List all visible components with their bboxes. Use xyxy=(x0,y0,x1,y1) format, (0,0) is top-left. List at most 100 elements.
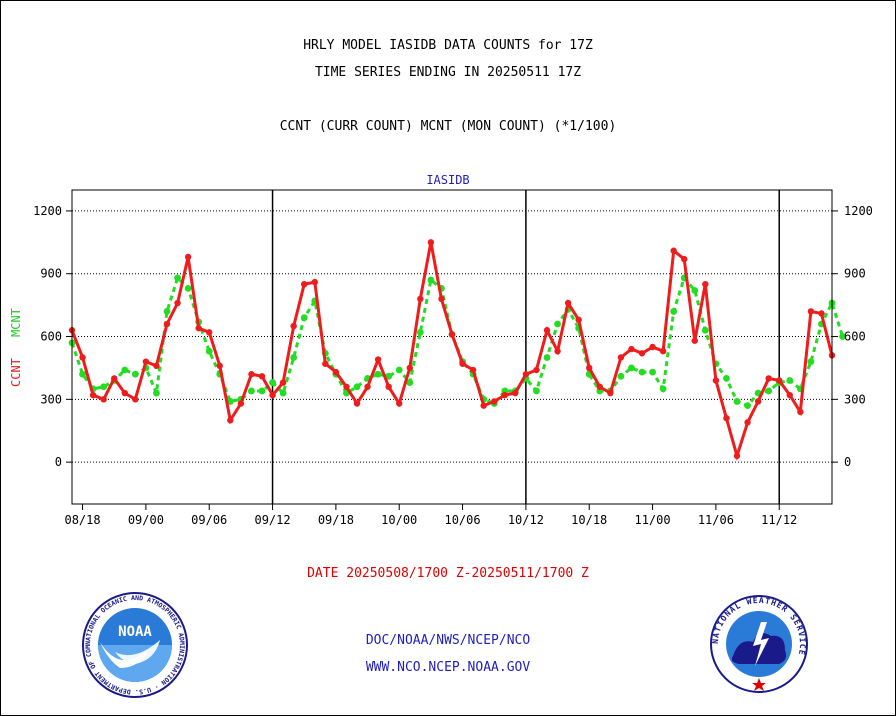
ccnt-point xyxy=(227,417,234,424)
date-range: DATE 20250508/1700 Z-20250511/1700 Z xyxy=(307,566,589,581)
mcnt-point xyxy=(258,387,266,395)
chart-title-line1: HRLY MODEL IASIDB DATA COUNTS for 17Z xyxy=(303,38,593,53)
ccnt-point xyxy=(364,383,371,390)
x-tick-label: 10/12 xyxy=(508,513,544,527)
ccnt-point xyxy=(765,375,772,382)
mcnt-point xyxy=(248,387,255,395)
ccnt-point xyxy=(163,320,171,328)
ccnt-point xyxy=(279,379,287,386)
ccnt-point xyxy=(248,371,255,378)
mcnt-point xyxy=(395,366,403,374)
x-tick-label: 10/00 xyxy=(381,513,417,527)
ccnt-point xyxy=(438,295,445,303)
ccnt-point xyxy=(491,398,498,405)
ccnt-point xyxy=(343,383,350,390)
mcnt-point xyxy=(153,389,160,397)
ccnt-point xyxy=(807,308,815,315)
website-link[interactable]: WWW.NCO.NCEP.NOAA.GOV xyxy=(365,660,531,675)
mcnt-point xyxy=(226,398,234,405)
mcnt-point xyxy=(533,387,540,395)
mcnt-point xyxy=(807,358,815,366)
noaa-logo: NATIONAL OCEANIC AND ATMOSPHERIC ADMINIS… xyxy=(80,590,188,698)
y-tick-label-left: 1200 xyxy=(33,204,62,218)
mcnt-point xyxy=(406,379,414,386)
ccnt-point xyxy=(586,364,593,372)
mcnt-point xyxy=(691,287,699,294)
ccnt-point xyxy=(142,358,150,365)
mcnt-point xyxy=(184,284,192,292)
mcnt-point xyxy=(353,383,361,391)
x-tick-label: 11/12 xyxy=(761,513,797,527)
ccnt-point xyxy=(290,322,297,330)
ccnt-point xyxy=(659,347,667,355)
ccnt-point xyxy=(776,377,783,384)
grid xyxy=(72,190,832,504)
y-tick-label-right: 600 xyxy=(844,330,866,344)
ccnt-point xyxy=(754,398,762,405)
noaa-logo-text: NOAA xyxy=(118,624,152,640)
mcnt-point xyxy=(659,385,667,393)
mcnt-series-line xyxy=(70,274,845,408)
ccnt-point xyxy=(111,375,118,382)
ccnt-point xyxy=(132,396,139,403)
ccnt-point xyxy=(691,337,698,344)
ccnt-point xyxy=(533,366,540,374)
chart-subtitle: CCNT (CURR COUNT) MCNT (MON COUNT) (*1/1… xyxy=(279,119,617,134)
ccnt-point xyxy=(100,396,107,403)
y-tick-label-left: 0 xyxy=(55,455,62,469)
x-tick-label: 11/00 xyxy=(634,513,670,527)
ccnt-point xyxy=(332,368,340,376)
mcnt-point xyxy=(100,383,108,391)
ccnt-point xyxy=(628,345,635,353)
ccnt-point xyxy=(543,327,551,334)
ccnt-point xyxy=(554,347,561,355)
iasidb-chart: IASIDB 0 0 300 300 600 600 900 900 1200 1200 08/18… xyxy=(9,173,873,527)
mcnt-point xyxy=(269,379,276,386)
ccnt-point xyxy=(301,281,308,288)
mcnt-point xyxy=(427,276,435,284)
ccnt-point xyxy=(206,329,213,336)
y-tick-label-right: 300 xyxy=(844,392,866,406)
ccnt-point xyxy=(216,362,223,370)
ccnt-point xyxy=(459,360,466,367)
org-path-link[interactable]: DOC/NOAA/NWS/NCEP/NCO xyxy=(365,633,531,648)
series-layer xyxy=(68,239,846,462)
mcnt-point xyxy=(300,314,308,322)
ccnt-point xyxy=(469,366,477,374)
mcnt-point xyxy=(174,274,181,282)
y-axis-label-mcnt: MCNT xyxy=(9,308,23,337)
ccnt-point xyxy=(121,389,128,397)
ccnt-point xyxy=(501,391,508,399)
plot-border xyxy=(71,189,833,505)
mcnt-point xyxy=(701,326,709,334)
mcnt-point xyxy=(670,308,678,315)
y-tick-label-left: 300 xyxy=(40,392,62,406)
ccnt-point xyxy=(712,377,720,384)
mcnt-point xyxy=(131,370,139,378)
ccnt-point xyxy=(596,383,603,390)
mcnt-point xyxy=(79,370,86,378)
ccnt-point xyxy=(269,391,276,399)
x-tick-label: 08/18 xyxy=(64,513,100,527)
x-tick-label: 09/06 xyxy=(191,513,227,527)
panel-title: IASIDB xyxy=(426,173,469,187)
ccnt-point xyxy=(396,400,403,407)
ccnt-point xyxy=(575,316,582,323)
ccnt-point xyxy=(564,299,572,307)
ccnt-point xyxy=(258,373,266,380)
ccnt-point xyxy=(681,255,688,263)
y-tick-label-right: 900 xyxy=(844,267,866,281)
y-tick-label-left: 900 xyxy=(40,267,62,281)
ccnt-point xyxy=(195,324,202,332)
ccnt-point xyxy=(702,281,709,288)
nws-logo: NATIONAL WEATHER SERVICE xyxy=(710,595,808,693)
ccnt-point xyxy=(353,400,361,407)
mcnt-point xyxy=(279,389,287,397)
ccnt-point xyxy=(818,310,825,317)
ccnt-point xyxy=(417,295,424,303)
ccnt-point xyxy=(311,278,318,286)
x-tick-label: 10/06 xyxy=(444,513,480,527)
x-tick-label: 11/06 xyxy=(698,513,734,527)
mcnt-point xyxy=(839,333,846,340)
mcnt-point xyxy=(649,368,656,376)
